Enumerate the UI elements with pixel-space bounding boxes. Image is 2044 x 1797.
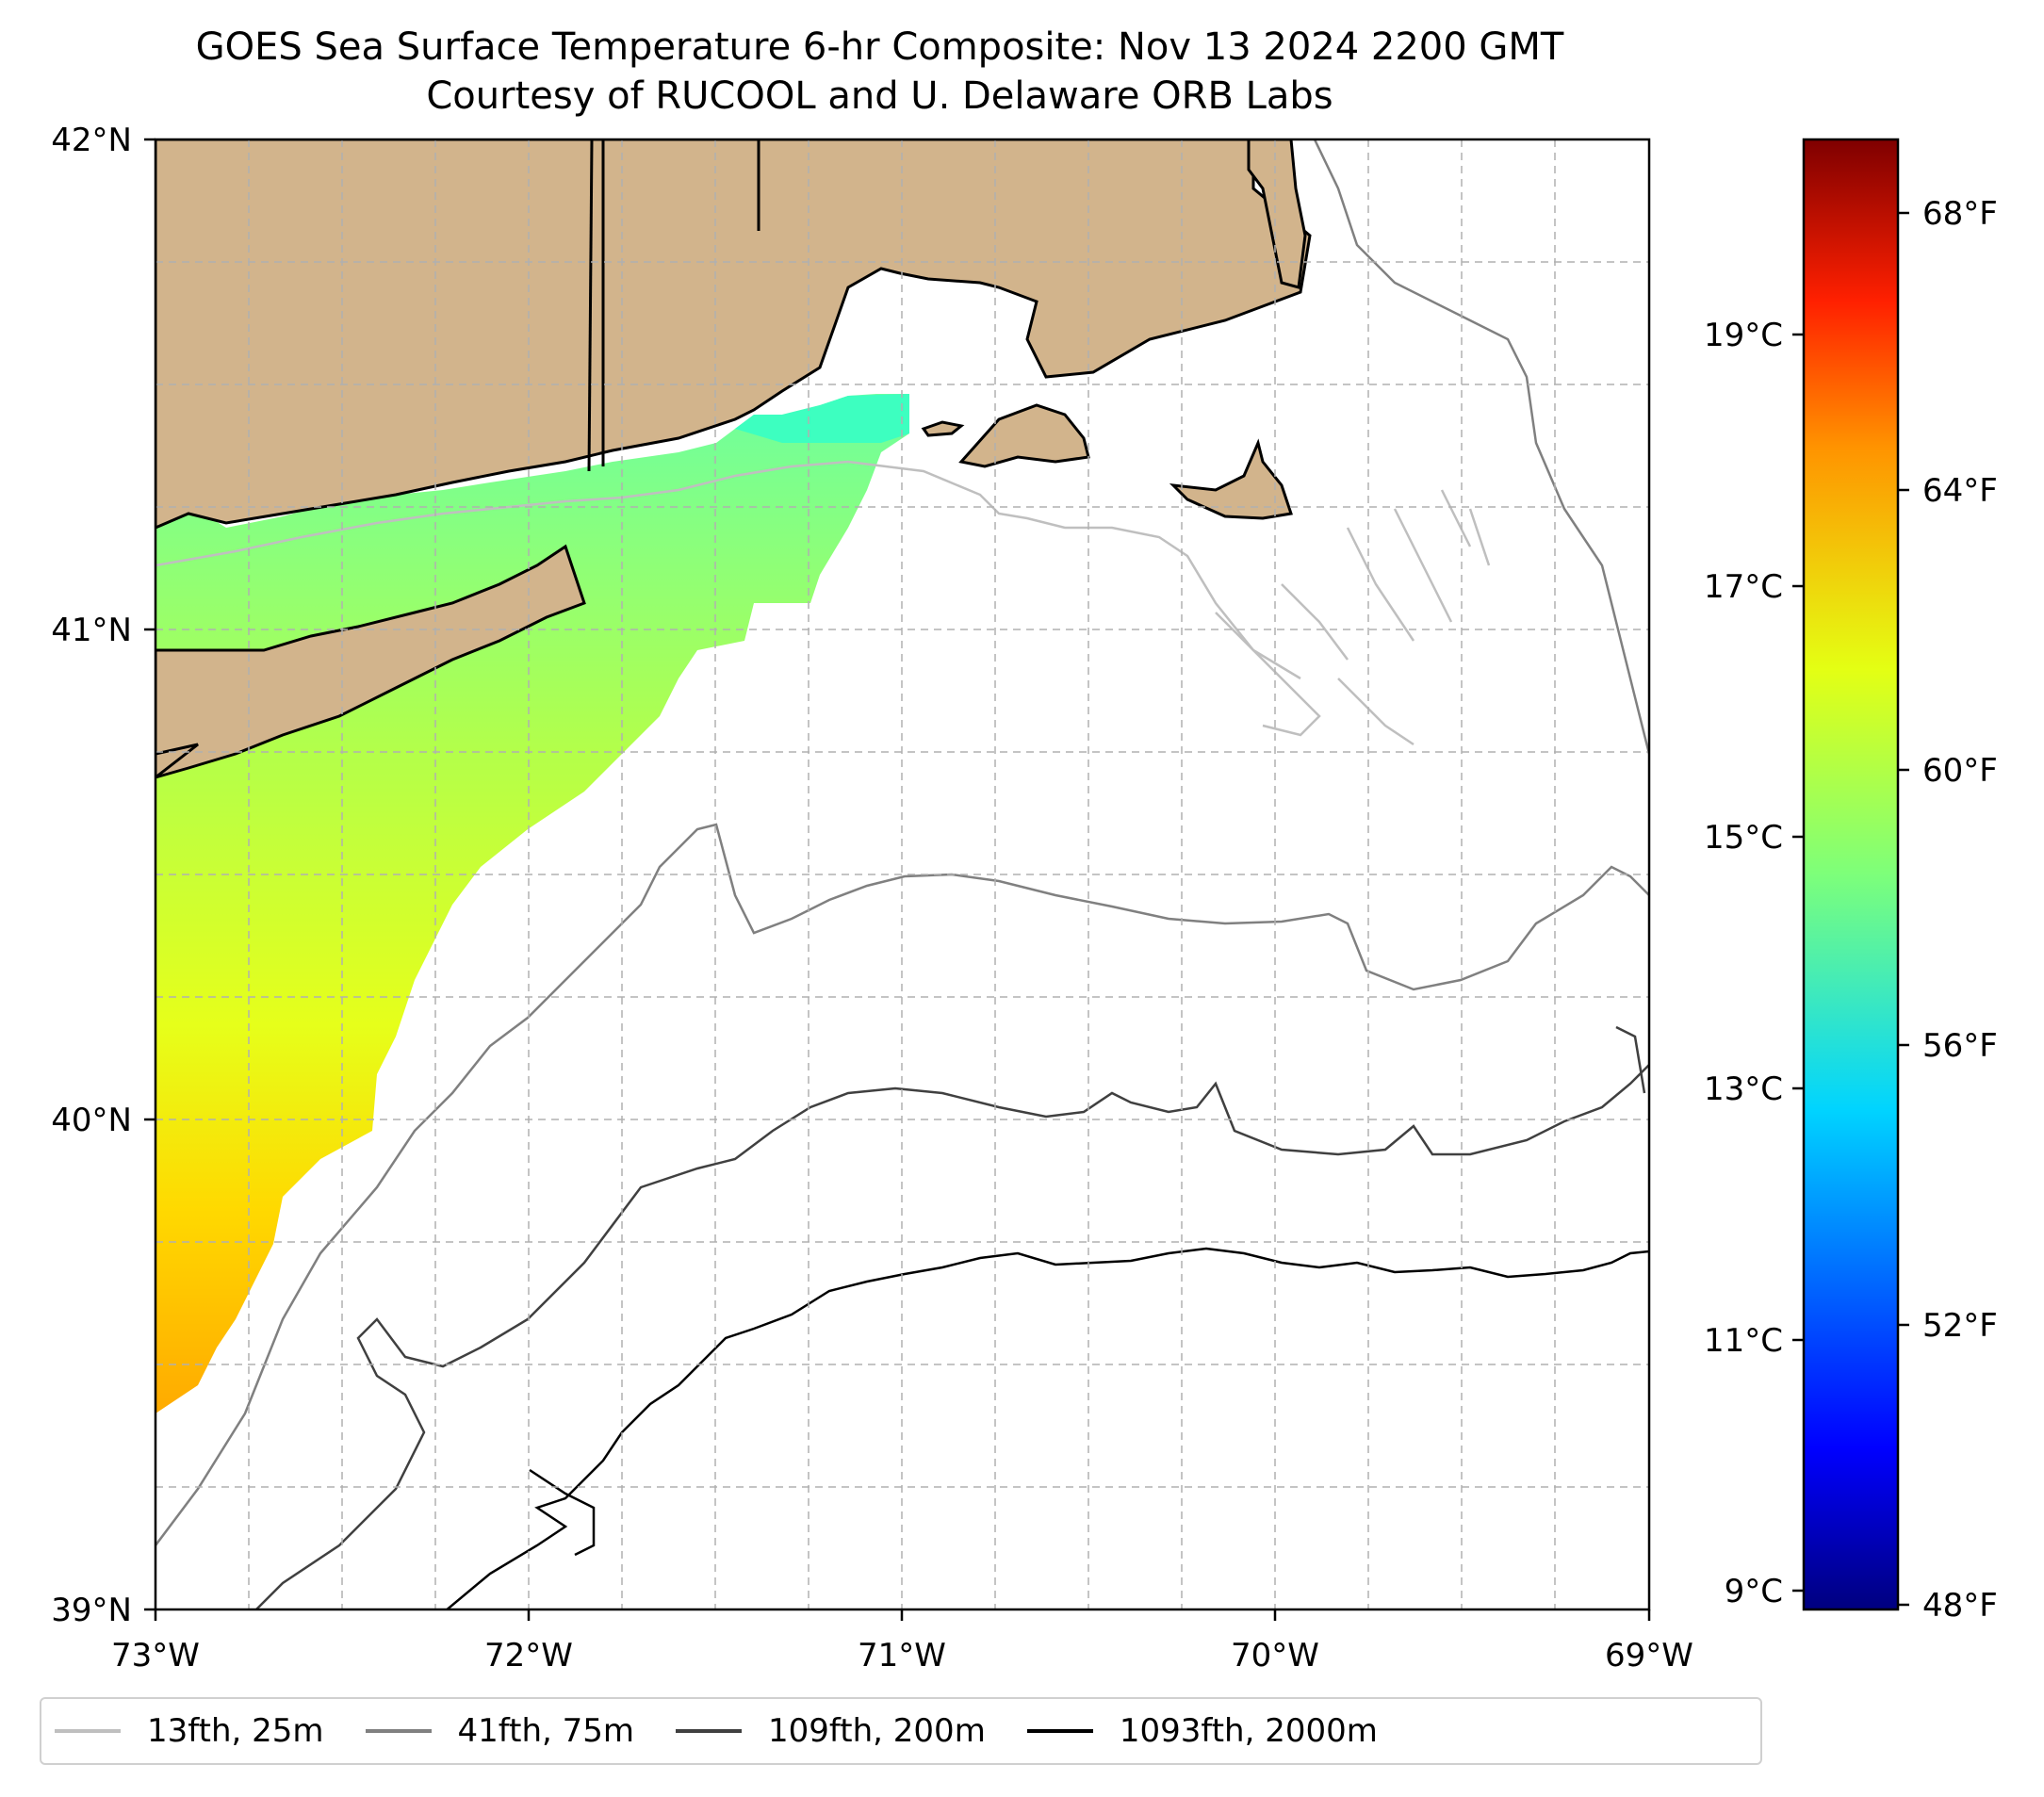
y-tick-label: 42°N (51, 122, 132, 159)
colorbar (1802, 138, 1900, 1611)
colorbar-c-label: 13°C (1704, 1070, 1783, 1108)
land-marthas-vineyard (958, 403, 1090, 468)
legend-swatch-2000m (1026, 1729, 1093, 1733)
legend-swatch-200m (676, 1729, 743, 1733)
colorbar-c-label: 15°C (1704, 819, 1783, 857)
land-long-island (155, 544, 586, 779)
x-tick-label: 72°W (484, 1637, 573, 1674)
map-title: GOES Sea Surface Temperature 6-hr Compos… (195, 25, 1564, 69)
isobath-25m-shoals (1215, 489, 1491, 746)
legend-label: 1093fth, 2000m (1119, 1712, 1378, 1750)
y-tick-label: 41°N (51, 612, 132, 649)
isobath-2000m (445, 1247, 1649, 1609)
x-tick-label: 71°W (858, 1637, 946, 1674)
legend-swatch-25m (55, 1729, 121, 1733)
colorbar-f-label: 60°F (1922, 752, 1998, 790)
gridlines (155, 139, 1649, 1609)
legend-label: 13fth, 25m (147, 1712, 324, 1750)
colorbar-f-label: 64°F (1922, 472, 1998, 510)
state-border-ny-ct (587, 139, 594, 472)
colorbar-f-label: 48°F (1922, 1587, 1998, 1625)
colorbar-f-label: 56°F (1922, 1027, 1998, 1065)
legend-label: 41fth, 75m (457, 1712, 635, 1750)
colorbar-c-label: 17°C (1704, 568, 1783, 606)
x-tick-label: 73°W (111, 1637, 200, 1674)
isobath-legend: 13fth, 25m 41fth, 75m 109fth, 200m 1093f… (40, 1697, 1762, 1765)
colorbar-c-label: 19°C (1704, 317, 1783, 354)
colorbar-ticks (1792, 211, 1909, 1607)
colorbar-f-label: 68°F (1922, 195, 1998, 233)
land-nantucket (1169, 438, 1293, 520)
colorbar-c-label: 9°C (1725, 1573, 1783, 1610)
isobath-2000m-canyon (529, 1468, 596, 1557)
land-block-island (921, 420, 965, 437)
isobath-200m-spur (1615, 1025, 1646, 1094)
map-subtitle: Courtesy of RUCOOL and U. Delaware ORB L… (426, 74, 1333, 118)
isobath-75m (155, 823, 1649, 1546)
y-tick-label: 40°N (51, 1102, 132, 1139)
x-tick-label: 70°W (1231, 1637, 1319, 1674)
legend-entry-2000m: 1093fth, 2000m (1026, 1712, 1378, 1750)
isobath-75m-north (1313, 139, 1649, 755)
legend-entry-75m: 41fth, 75m (365, 1712, 635, 1750)
legend-label: 109fth, 200m (768, 1712, 986, 1750)
land-cape-cod (1247, 139, 1307, 289)
legend-swatch-75m (365, 1729, 432, 1733)
x-tick-label: 69°W (1605, 1637, 1693, 1674)
colorbar-c-label: 11°C (1704, 1322, 1783, 1360)
isobath-200m (254, 1064, 1649, 1609)
title-block: GOES Sea Surface Temperature 6-hr Compos… (0, 23, 1759, 121)
legend-entry-25m: 13fth, 25m (55, 1712, 324, 1750)
sst-data-teal-patch (735, 394, 909, 443)
colorbar-f-label: 52°F (1922, 1307, 1998, 1345)
legend-entry-200m: 109fth, 200m (676, 1712, 986, 1750)
y-tick-label: 39°N (51, 1592, 132, 1629)
land-connecticut-rhode-island-mass (155, 139, 1312, 530)
map-tick-marks (144, 138, 1651, 1621)
